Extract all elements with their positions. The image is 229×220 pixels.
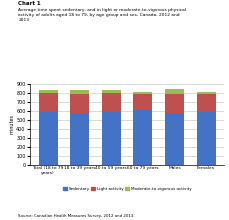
Bar [39, 93, 57, 112]
Legend: Sedentary, Light activity, Moderate-to-vigorous activity: Sedentary, Light activity, Moderate-to-v… [61, 185, 193, 192]
Text: Average time spent sedentary, and in light or moderate-to-vigorous physical
acti: Average time spent sedentary, and in lig… [18, 8, 186, 22]
Bar [197, 92, 215, 94]
Bar [134, 110, 152, 165]
Bar [165, 94, 184, 113]
Bar [134, 92, 152, 94]
Bar [102, 90, 121, 93]
Bar [134, 94, 152, 110]
Bar [197, 112, 215, 165]
Bar [102, 93, 121, 112]
Bar [70, 94, 89, 114]
Bar [39, 112, 57, 165]
Bar [165, 90, 184, 94]
Y-axis label: minutes: minutes [10, 114, 15, 134]
Bar [165, 113, 184, 165]
Bar [70, 90, 89, 94]
Bar [197, 94, 215, 112]
Bar [102, 112, 121, 165]
Bar [39, 90, 57, 93]
Bar [70, 114, 89, 165]
Text: Source: Canadian Health Measures Survey, 2012 and 2013.: Source: Canadian Health Measures Survey,… [18, 214, 135, 218]
Text: Chart 1: Chart 1 [18, 1, 41, 6]
